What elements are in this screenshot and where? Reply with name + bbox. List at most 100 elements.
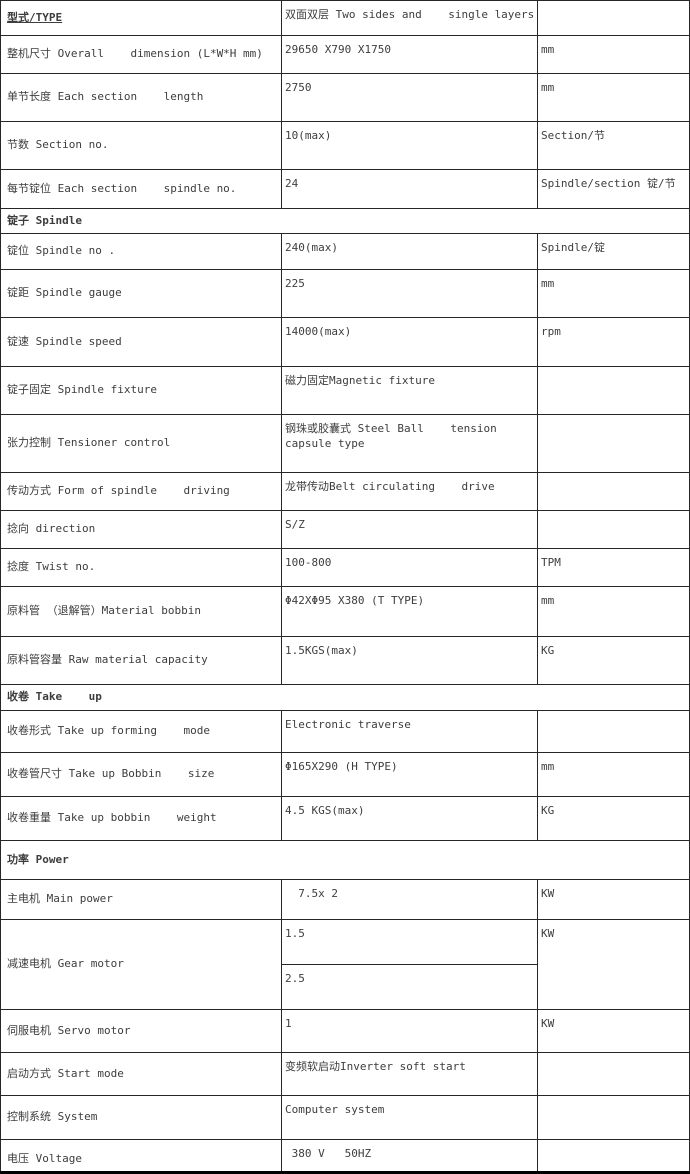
- spec-unit: [537, 1139, 690, 1174]
- spec-label: 减速电机 Gear motor: [0, 919, 282, 1010]
- spec-value: 变频软启动Inverter soft start: [281, 1052, 538, 1096]
- spec-value: Computer system: [281, 1095, 538, 1140]
- row-take-up-forming-mode: 收卷形式 Take up forming mode Electronic tra…: [0, 710, 690, 753]
- spec-value: 7.5x 2: [281, 879, 538, 920]
- spec-value: 龙带传动Belt circulating drive: [281, 472, 538, 511]
- row-twist-no: 捻度 Twist no. 100-800 TPM: [0, 548, 690, 587]
- spec-value: 4.5 KGS(max): [281, 796, 538, 841]
- spec-value: 1: [281, 1009, 538, 1053]
- spec-label: 捻度 Twist no.: [0, 548, 282, 587]
- row-spindle-no: 锭位 Spindle no . 240(max) Spindle/锭: [0, 233, 690, 270]
- spec-label: 锭位 Spindle no .: [0, 233, 282, 270]
- spec-label: 节数 Section no.: [0, 121, 282, 170]
- spec-value: 100-800: [281, 548, 538, 587]
- spec-unit: Spindle/锭: [537, 233, 690, 270]
- row-main-power: 主电机 Main power 7.5x 2 KW: [0, 879, 690, 920]
- section-header-take-up: 收卷 Take up: [0, 684, 690, 711]
- spec-label: 单节长度 Each section length: [0, 73, 282, 122]
- section-header: 功率 Power: [0, 840, 690, 880]
- row-start-mode: 启动方式 Start mode 变频软启动Inverter soft start: [0, 1052, 690, 1096]
- row-gear-motor: 减速电机 Gear motor 1.5 KW: [0, 919, 690, 1010]
- row-spindle-driving: 传动方式 Form of spindle driving 龙带传动Belt ci…: [0, 472, 690, 511]
- spec-label: 收卷重量 Take up bobbin weight: [0, 796, 282, 841]
- section-header: 锭子 Spindle: [0, 208, 690, 234]
- spec-label: 启动方式 Start mode: [0, 1052, 282, 1096]
- spec-value: 10(max): [281, 121, 538, 170]
- row-twist-direction: 捻向 direction S/Z: [0, 510, 690, 549]
- spec-unit: KW: [537, 1009, 690, 1053]
- spec-unit: mm: [537, 35, 690, 74]
- row-control-system: 控制系统 System Computer system: [0, 1095, 690, 1140]
- spec-value: 24: [281, 169, 538, 209]
- section-header: 收卷 Take up: [0, 684, 690, 711]
- spec-unit: KW: [537, 879, 690, 920]
- spec-label: 收卷形式 Take up forming mode: [0, 710, 282, 753]
- spec-unit: mm: [537, 752, 690, 797]
- row-gear-motor-sub: 2.5: [1, 964, 690, 1010]
- spec-label: 主电机 Main power: [0, 879, 282, 920]
- spec-unit: mm: [537, 73, 690, 122]
- spec-label: 控制系统 System: [0, 1095, 282, 1140]
- spec-value: 钢珠或胶囊式 Steel Ball tension capsule type: [281, 414, 538, 473]
- spec-value: Electronic traverse: [281, 710, 538, 753]
- table-bottom-border: [0, 1171, 690, 1174]
- spec-unit: [537, 1052, 690, 1096]
- spec-unit: KW: [537, 919, 690, 1010]
- spec-label: 伺服电机 Servo motor: [0, 1009, 282, 1053]
- spec-label: 张力控制 Tensioner control: [0, 414, 282, 473]
- row-type: 型式/TYPE 双面双层 Two sides and single layers: [0, 0, 690, 36]
- spec-unit: Spindle/section 锭/节: [537, 169, 690, 209]
- spec-unit: [537, 710, 690, 753]
- spec-unit: [537, 472, 690, 511]
- spec-label: 锭子固定 Spindle fixture: [0, 366, 282, 415]
- spec-value: 240(max): [281, 233, 538, 270]
- spec-unit: mm: [537, 269, 690, 318]
- row-section-no: 节数 Section no. 10(max) Section/节: [0, 121, 690, 170]
- spec-value: 2.5: [281, 964, 538, 1010]
- spec-label: 原料管 （退解管）Material bobbin: [0, 586, 282, 637]
- spec-unit: KG: [537, 796, 690, 841]
- row-voltage: 电压 Voltage 380 V 50HZ: [0, 1139, 690, 1174]
- row-material-bobbin: 原料管 （退解管）Material bobbin Φ42XΦ95 X380 (T…: [0, 586, 690, 637]
- row-raw-material-capacity: 原料管容量 Raw material capacity 1.5KGS(max) …: [0, 636, 690, 685]
- spec-unit: rpm: [537, 317, 690, 367]
- spec-unit: KG: [537, 636, 690, 685]
- spec-unit: mm: [537, 586, 690, 637]
- row-spindles-per-section: 每节锭位 Each section spindle no. 24 Spindle…: [0, 169, 690, 209]
- spec-unit: [537, 366, 690, 415]
- spec-label: 型式/TYPE: [0, 0, 282, 36]
- row-overall-dimension: 整机尺寸 Overall dimension (L*W*H mm) 29650 …: [0, 35, 690, 74]
- spec-label: 传动方式 Form of spindle driving: [0, 472, 282, 511]
- row-spindle-gauge: 锭距 Spindle gauge 225 mm: [0, 269, 690, 318]
- spec-value: 双面双层 Two sides and single layers: [281, 0, 538, 36]
- section-header-power: 功率 Power: [0, 840, 690, 880]
- spec-value: Φ165X290 (H TYPE): [281, 752, 538, 797]
- spec-unit: Section/节: [537, 121, 690, 170]
- spec-value: 14000(max): [281, 317, 538, 367]
- spec-unit: [537, 1095, 690, 1140]
- spec-value: 380 V 50HZ: [281, 1139, 538, 1174]
- section-header-spindle: 锭子 Spindle: [0, 208, 690, 234]
- row-servo-motor: 伺服电机 Servo motor 1 KW: [0, 1009, 690, 1053]
- spec-value: 1.5KGS(max): [281, 636, 538, 685]
- row-spindle-speed: 锭速 Spindle speed 14000(max) rpm: [0, 317, 690, 367]
- spec-value: 29650 X790 X1750: [281, 35, 538, 74]
- row-tensioner-control: 张力控制 Tensioner control 钢珠或胶囊式 Steel Ball…: [0, 414, 690, 473]
- spec-label: 收卷管尺寸 Take up Bobbin size: [0, 752, 282, 797]
- spec-label: 电压 Voltage: [0, 1139, 282, 1174]
- spec-unit: [537, 414, 690, 473]
- row-section-length: 单节长度 Each section length 2750 mm: [0, 73, 690, 122]
- spec-value: 1.5: [281, 919, 538, 965]
- row-take-up-bobbin-size: 收卷管尺寸 Take up Bobbin size Φ165X290 (H TY…: [0, 752, 690, 797]
- spec-unit: TPM: [537, 548, 690, 587]
- spec-label: 锭距 Spindle gauge: [0, 269, 282, 318]
- spec-value: 磁力固定Magnetic fixture: [281, 366, 538, 415]
- spec-label: 锭速 Spindle speed: [0, 317, 282, 367]
- spec-unit: [537, 510, 690, 549]
- spec-label: 每节锭位 Each section spindle no.: [0, 169, 282, 209]
- spec-value: S/Z: [281, 510, 538, 549]
- spec-label: 整机尺寸 Overall dimension (L*W*H mm): [0, 35, 282, 74]
- spec-value: Φ42XΦ95 X380 (T TYPE): [281, 586, 538, 637]
